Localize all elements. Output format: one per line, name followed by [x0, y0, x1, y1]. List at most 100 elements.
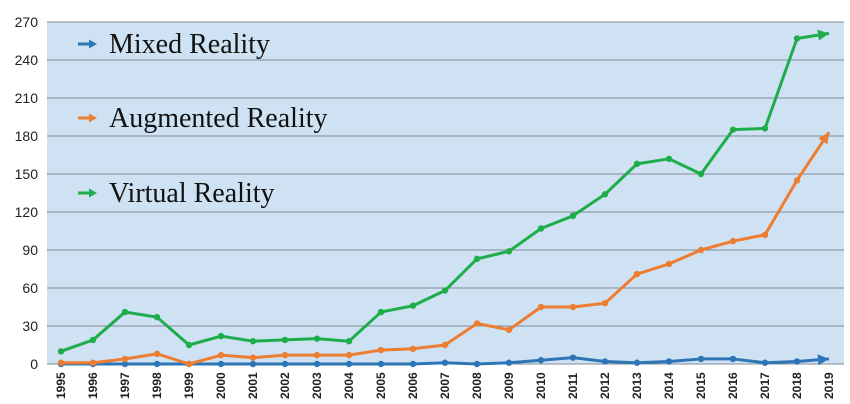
data-point — [601, 358, 609, 365]
data-point — [121, 308, 129, 316]
data-point — [121, 355, 129, 363]
data-point — [665, 155, 673, 162]
plot-area — [47, 22, 844, 364]
y-tick-label: 180 — [15, 128, 39, 144]
x-axis-ticks: 1995 1996 1997 1998 1999 2000 2001 2002 2003 2004… — [54, 372, 836, 399]
x-tick-label: 2003 — [310, 372, 324, 399]
data-point — [249, 360, 257, 368]
x-tick-label: 2000 — [214, 372, 228, 399]
data-point — [793, 177, 801, 184]
data-point — [601, 191, 609, 198]
data-point — [537, 225, 545, 232]
data-point — [409, 345, 417, 352]
x-tick-label: 2005 — [374, 372, 388, 399]
x-tick-label: 2007 — [438, 372, 452, 399]
data-point — [665, 260, 673, 268]
data-point — [377, 360, 385, 368]
data-point — [217, 332, 225, 340]
arrow-head — [817, 354, 829, 366]
data-point — [633, 160, 641, 168]
arrow-head — [818, 132, 829, 145]
x-tick-label: 2019 — [822, 372, 836, 399]
data-point — [473, 255, 481, 263]
data-point — [377, 308, 385, 316]
x-tick-label: 2004 — [342, 372, 356, 399]
data-point — [761, 231, 769, 238]
x-tick-label: 2012 — [598, 372, 612, 399]
data-point — [249, 338, 257, 345]
data-point — [473, 320, 481, 327]
x-tick-label: 2016 — [726, 372, 740, 399]
x-tick-label: 2018 — [790, 372, 804, 399]
data-point — [569, 303, 577, 311]
data-point — [697, 246, 705, 254]
data-point — [345, 338, 353, 345]
series-virtual-reality — [57, 29, 830, 355]
data-point — [441, 341, 449, 349]
legend-item: Virtual Reality — [78, 178, 275, 209]
x-tick-label: 2008 — [470, 372, 484, 399]
y-tick-label: 150 — [15, 166, 39, 182]
data-point — [505, 248, 513, 255]
data-point — [57, 348, 65, 355]
data-point — [345, 351, 353, 359]
series-augmented-reality — [57, 131, 831, 368]
data-point — [377, 346, 385, 354]
data-point — [409, 360, 417, 368]
x-tick-label: 1999 — [182, 372, 196, 399]
data-point — [537, 357, 545, 364]
data-point — [153, 313, 161, 321]
y-tick-label: 60 — [22, 280, 38, 296]
data-point — [537, 303, 545, 311]
x-tick-label: 2006 — [406, 372, 420, 399]
x-tick-label: 2014 — [662, 372, 676, 399]
data-point — [601, 300, 609, 307]
x-tick-label: 2013 — [630, 372, 644, 399]
data-point — [697, 355, 705, 363]
data-point — [121, 360, 129, 368]
y-tick-label: 270 — [15, 14, 39, 30]
y-tick-label: 90 — [22, 242, 38, 258]
x-tick-label: 1998 — [150, 372, 164, 399]
x-tick-label: 1996 — [86, 372, 100, 399]
x-tick-label: 1995 — [54, 372, 68, 399]
arrow-head — [817, 29, 829, 41]
legend-item: Augmented Reality — [78, 103, 328, 134]
data-point — [441, 359, 449, 366]
y-tick-label: 0 — [30, 356, 38, 372]
data-point — [249, 354, 257, 361]
data-point — [185, 360, 193, 368]
data-point — [665, 358, 673, 365]
legend-label: Augmented Reality — [109, 103, 328, 134]
x-tick-label: 2009 — [502, 372, 516, 399]
data-point — [505, 359, 513, 366]
data-point — [473, 360, 481, 368]
data-point — [505, 326, 513, 333]
data-point — [697, 170, 705, 178]
data-point — [281, 351, 289, 359]
data-point — [153, 360, 161, 368]
y-tick-label: 30 — [22, 318, 38, 334]
x-tick-label: 2002 — [278, 372, 292, 399]
data-point — [633, 270, 641, 278]
data-point — [89, 336, 97, 344]
data-point — [89, 359, 97, 366]
data-point — [281, 360, 289, 368]
data-point — [729, 355, 737, 363]
legend-arrow — [89, 113, 97, 123]
data-point — [441, 287, 449, 294]
x-tick-label: 2001 — [246, 372, 260, 399]
x-tick-label: 1997 — [118, 372, 132, 399]
data-point — [281, 336, 289, 344]
y-tick-label: 210 — [15, 90, 39, 106]
data-point — [57, 359, 65, 366]
data-point — [793, 358, 801, 365]
data-point — [185, 341, 193, 349]
data-point — [793, 35, 801, 42]
data-point — [761, 359, 769, 366]
series-lines — [57, 29, 831, 368]
data-point — [729, 237, 737, 245]
data-point — [313, 335, 321, 342]
y-tick-label: 120 — [15, 204, 39, 220]
